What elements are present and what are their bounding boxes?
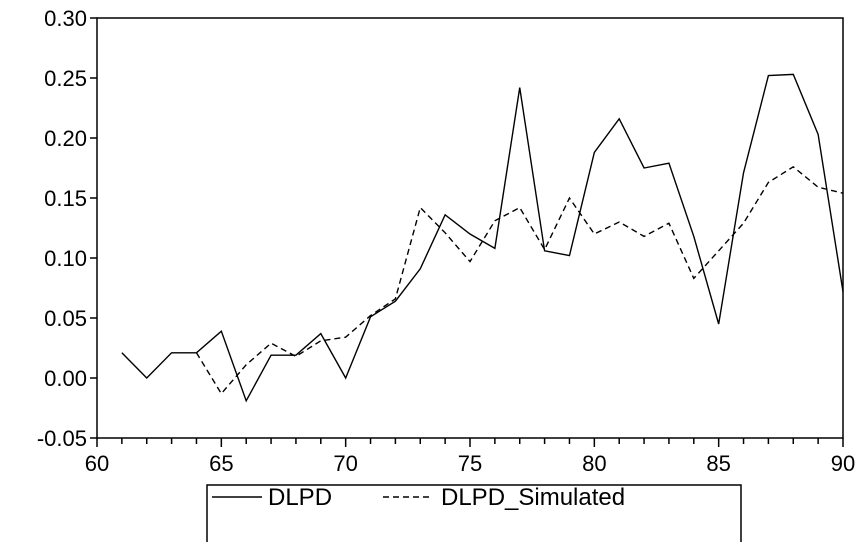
series-layer bbox=[121, 73, 844, 403]
series-line-dlpd-simulated bbox=[195, 165, 844, 395]
x-tick-label: 85 bbox=[706, 451, 730, 476]
y-tick-label: 0.30 bbox=[44, 6, 87, 31]
x-tick-label: 90 bbox=[831, 451, 855, 476]
series-line-dlpd bbox=[121, 73, 844, 403]
x-tick-label: 65 bbox=[209, 451, 233, 476]
y-tick-label: -0.05 bbox=[37, 426, 87, 451]
x-tick-label: 75 bbox=[458, 451, 482, 476]
plot-frame bbox=[96, 17, 844, 439]
y-tick-label: 0.10 bbox=[44, 246, 87, 271]
legend-box bbox=[206, 484, 742, 542]
y-tick-label: 0.15 bbox=[44, 186, 87, 211]
x-tick-label: 70 bbox=[333, 451, 357, 476]
x-tick-label: 60 bbox=[85, 451, 109, 476]
legend-label: DLPD bbox=[268, 484, 332, 511]
y-axis: -0.05 0.00 0.05 0.10 0.15 0.20 0.25 0.30 bbox=[37, 6, 97, 451]
y-tick-label: 0.00 bbox=[44, 366, 87, 391]
x-tick-label: 80 bbox=[582, 451, 606, 476]
y-tick-label: 0.05 bbox=[44, 306, 87, 331]
y-tick-label: 0.20 bbox=[44, 126, 87, 151]
x-axis: 60 65 70 75 80 85 90 bbox=[85, 438, 855, 476]
y-tick-label: 0.25 bbox=[44, 66, 87, 91]
legend-label: DLPD_Simulated bbox=[441, 484, 625, 511]
legend: DLPD DLPD_Simulated bbox=[206, 484, 742, 542]
